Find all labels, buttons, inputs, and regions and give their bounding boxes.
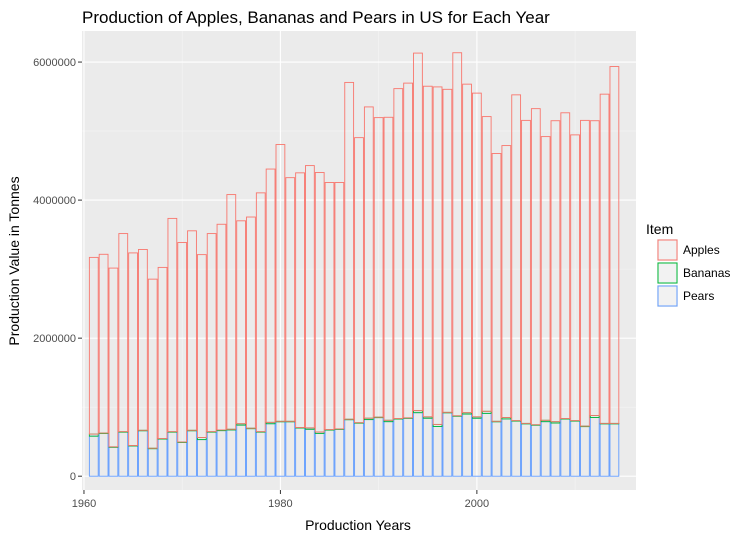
bar-apples-2009 xyxy=(560,112,571,420)
y-tick-label: 6000000 xyxy=(33,57,76,69)
legend-key-bg xyxy=(657,262,678,284)
bar-apples-1964 xyxy=(118,233,129,433)
legend-label-pears: Pears xyxy=(683,289,714,303)
bar-apples-1999 xyxy=(462,83,472,414)
bar-apples-1979 xyxy=(265,168,276,423)
bar-apples-1998 xyxy=(452,52,463,417)
y-tick-label: 0 xyxy=(70,471,76,483)
bar-apples-1997 xyxy=(442,88,453,413)
y-axis-ticks: 0 2000000 4000000 6000000 xyxy=(33,57,82,483)
bar-apples-1972 xyxy=(196,254,207,438)
bar-apples-1973 xyxy=(206,233,217,433)
bar-apples-1980 xyxy=(275,144,286,422)
bar-apples-1992 xyxy=(393,88,404,420)
bar-apples-1969 xyxy=(167,217,178,433)
legend-key-pears xyxy=(657,285,678,307)
bar-apples-2000 xyxy=(472,92,482,418)
bar-apples-1963 xyxy=(108,267,119,448)
bar-apples-1982 xyxy=(295,172,305,428)
bar-apples-1996 xyxy=(432,86,443,425)
x-tick-label: 1960 xyxy=(72,498,96,510)
bar-apples-1993 xyxy=(403,82,413,419)
bar-apples-1984 xyxy=(314,172,325,433)
bar-apples-2005 xyxy=(521,119,531,424)
bar-apples-1985 xyxy=(324,182,335,431)
bar-apples-1962 xyxy=(98,253,109,434)
bar-apples-1967 xyxy=(147,278,158,449)
bar-apples-1976 xyxy=(236,220,247,425)
bar-apples-1978 xyxy=(255,192,266,433)
bar-apples-1970 xyxy=(177,242,188,443)
bar-apples-2014 xyxy=(609,66,620,424)
bar-apples-1975 xyxy=(226,194,237,430)
bar-apples-2012 xyxy=(589,120,600,416)
legend-key-bananas xyxy=(657,262,678,284)
bar-apples-1990 xyxy=(373,117,384,418)
bars xyxy=(88,52,620,477)
y-axis-title: Production Value in Tonnes xyxy=(6,176,22,345)
bar-apples-1994 xyxy=(413,52,423,412)
bar-apples-2002 xyxy=(491,153,502,422)
bar-apples-1971 xyxy=(187,230,197,431)
bar-apples-1983 xyxy=(305,165,315,429)
bar-apples-2007 xyxy=(540,136,551,421)
x-axis-title: Production Years xyxy=(305,517,411,533)
legend-title: Item xyxy=(646,221,673,237)
bar-apples-1981 xyxy=(285,177,296,422)
legend-key-bg xyxy=(657,239,678,261)
bar-apples-1995 xyxy=(422,85,433,418)
bar-apples-2011 xyxy=(580,119,590,427)
y-tick-label: 4000000 xyxy=(33,195,76,207)
bar-apples-2003 xyxy=(501,145,512,418)
chart-title: Production of Apples, Bananas and Pears … xyxy=(82,8,550,27)
bar-apples-1974 xyxy=(216,223,227,431)
legend-key-apples xyxy=(657,239,678,261)
legend: Item Apples Bananas Pears xyxy=(646,221,730,307)
legend-key-bg xyxy=(657,285,678,307)
bar-apples-1977 xyxy=(246,216,256,429)
x-axis-ticks: 1960 1980 2000 xyxy=(72,490,489,510)
x-tick-label: 2000 xyxy=(465,498,489,510)
bar-apples-1989 xyxy=(363,106,374,419)
bar-apples-1991 xyxy=(383,116,394,421)
bar-apples-1987 xyxy=(344,81,355,420)
bar-apples-2006 xyxy=(530,108,541,426)
bar-apples-1961 xyxy=(88,256,99,435)
bar-apples-1965 xyxy=(128,252,138,446)
x-tick-label: 1980 xyxy=(268,498,292,510)
legend-label-apples: Apples xyxy=(683,243,720,257)
bar-apples-2013 xyxy=(599,93,610,424)
plot-panel xyxy=(82,31,636,490)
bar-apples-1968 xyxy=(157,266,168,440)
legend-label-bananas: Bananas xyxy=(683,266,730,280)
bar-apples-1966 xyxy=(138,249,148,431)
bar-apples-1986 xyxy=(334,182,345,430)
y-tick-label: 2000000 xyxy=(33,333,76,345)
bar-apples-2008 xyxy=(550,120,561,423)
bar-apples-1988 xyxy=(354,137,364,424)
bar-apples-2004 xyxy=(511,94,522,422)
bar-apples-2010 xyxy=(570,134,580,422)
bar-apples-2001 xyxy=(481,116,492,412)
